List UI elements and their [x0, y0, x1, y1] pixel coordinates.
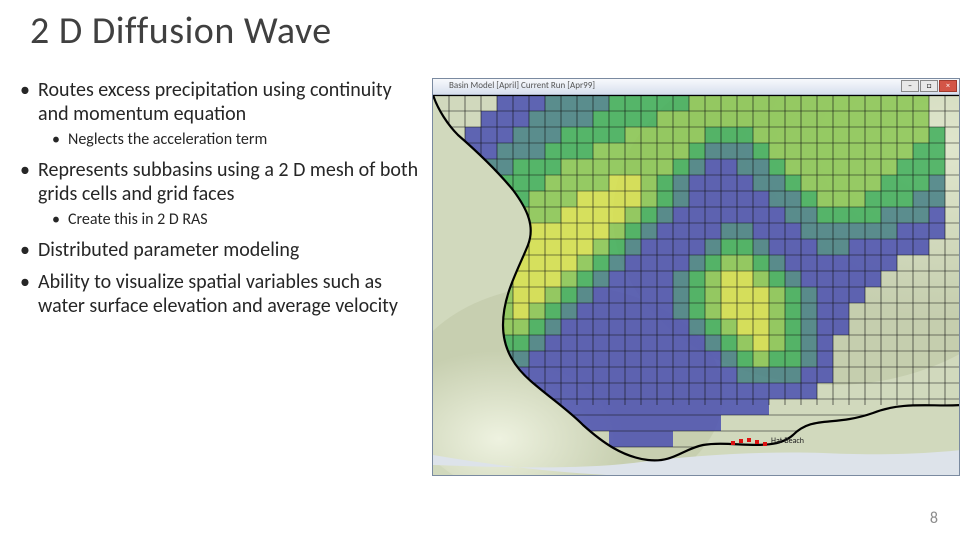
minimize-icon[interactable]: –	[901, 80, 919, 92]
sub-bullet-item: Neglects the acceleration term	[38, 130, 420, 150]
bullet-text: Routes excess precipitation using contin…	[38, 78, 392, 126]
svg-text:Hat Beach: Hat Beach	[771, 436, 804, 446]
slide-title: 2 D Diffusion Wave	[30, 8, 332, 54]
bullet-item: Ability to visualize spatial variables s…	[20, 270, 420, 318]
maximize-icon[interactable]: □	[920, 80, 938, 92]
bullet-text: Distributed parameter modeling	[38, 238, 299, 262]
close-icon[interactable]: ×	[939, 80, 957, 92]
bullet-column: Routes excess precipitation using contin…	[20, 78, 420, 326]
figure-titlebar: Basin Model [April] Current Run [Apr99] …	[433, 79, 959, 95]
sub-bullet-list: Neglects the acceleration term	[38, 130, 420, 150]
bullet-item: Distributed parameter modeling	[20, 238, 420, 262]
bullet-item: Routes excess precipitation using contin…	[20, 78, 420, 150]
window-buttons: – □ ×	[901, 80, 957, 92]
slide: 2 D Diffusion Wave Routes excess precipi…	[0, 0, 960, 540]
figure-canvas: Hat Beach	[433, 95, 960, 476]
figure-window-title: Basin Model [April] Current Run [Apr99]	[449, 80, 595, 91]
bullet-text: Represents subbasins using a 2 D mesh of…	[38, 158, 418, 206]
page-number: 8	[930, 509, 938, 528]
bullet-text: Ability to visualize spatial variables s…	[38, 270, 398, 318]
bullet-item: Represents subbasins using a 2 D mesh of…	[20, 158, 420, 230]
sub-bullet-item: Create this in 2 D RAS	[38, 210, 420, 230]
figure-window: Basin Model [April] Current Run [Apr99] …	[432, 78, 960, 476]
bullet-list: Routes excess precipitation using contin…	[20, 78, 420, 318]
mesh-layer: Hat Beach	[433, 95, 960, 476]
sub-bullet-list: Create this in 2 D RAS	[38, 210, 420, 230]
